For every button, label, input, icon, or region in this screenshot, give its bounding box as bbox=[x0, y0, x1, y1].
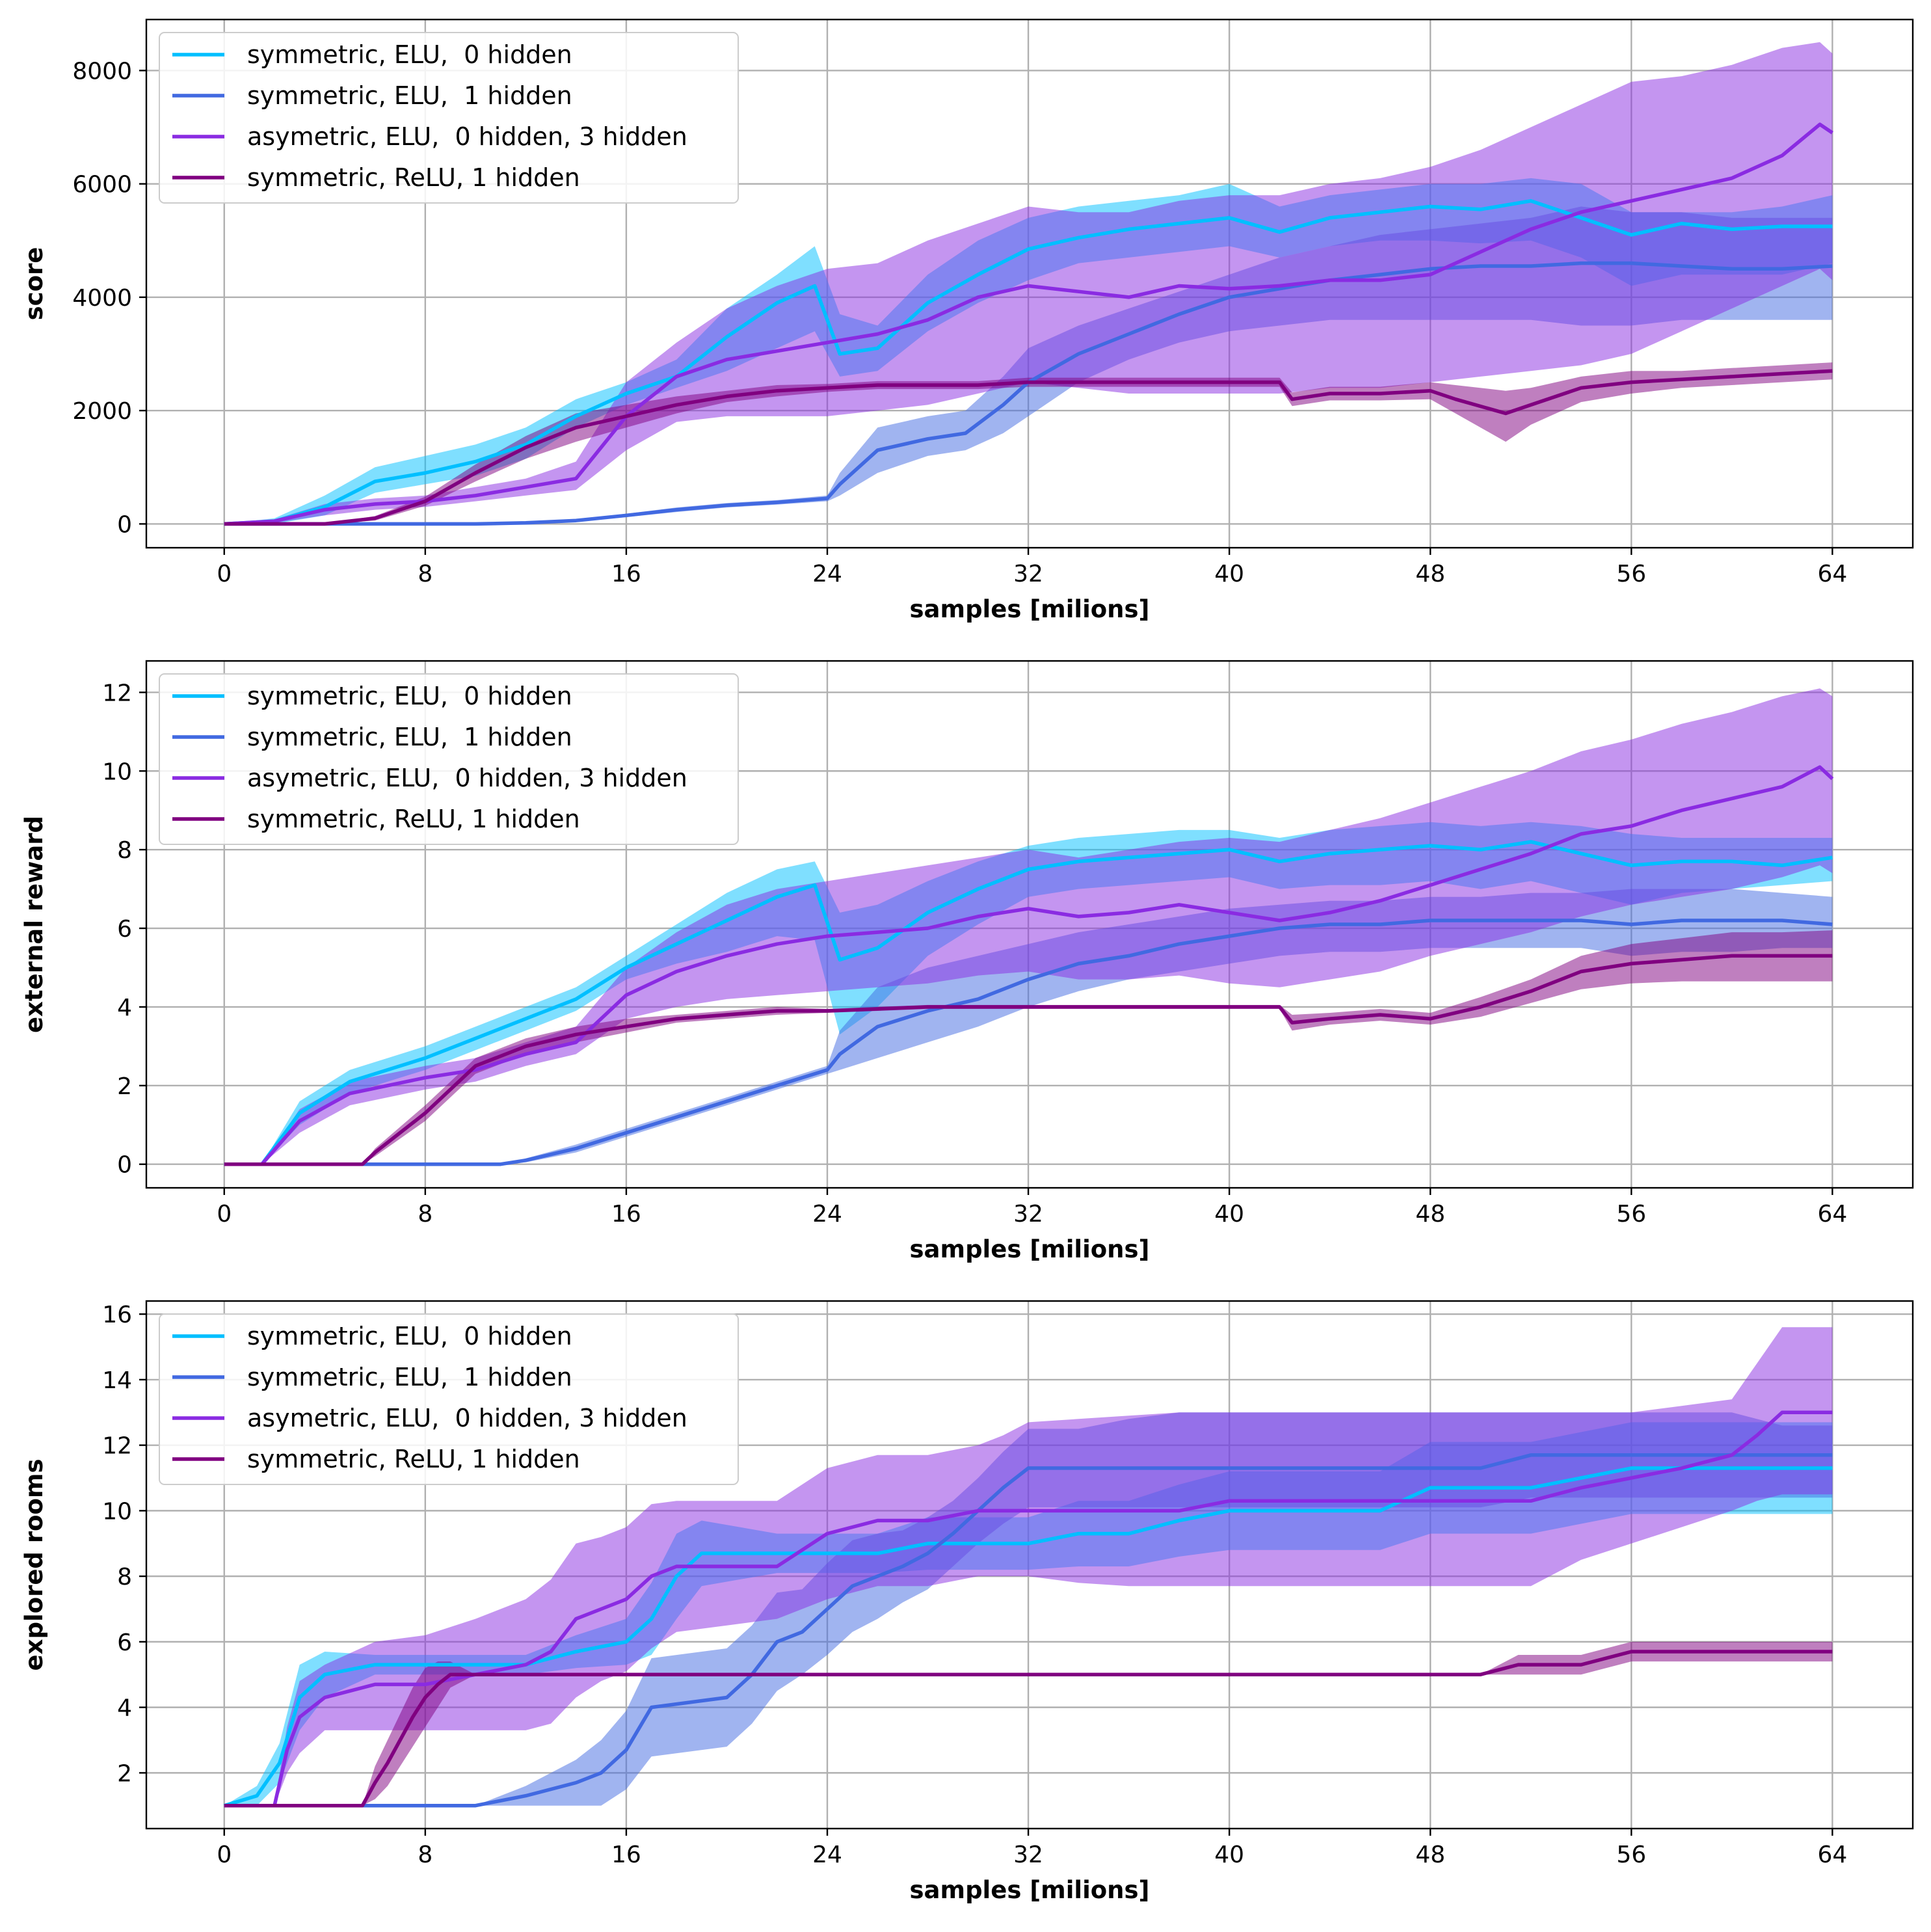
x-tick-label: 8 bbox=[418, 1842, 433, 1868]
series-line-4 bbox=[224, 1650, 1833, 1808]
x-tick-label: 0 bbox=[217, 1201, 232, 1228]
legend-entry-label: asymetric, ELU, 0 hidden, 3 hidden bbox=[247, 764, 687, 792]
x-tick-label: 40 bbox=[1214, 1201, 1244, 1228]
legend-entry-label: asymetric, ELU, 0 hidden, 3 hidden bbox=[247, 122, 687, 151]
series-line-1 bbox=[224, 840, 1833, 1166]
y-tick-label: 2 bbox=[117, 1073, 132, 1100]
y-axis-title: explored rooms bbox=[20, 1459, 48, 1671]
series-line-4 bbox=[224, 369, 1833, 526]
x-tick-label: 64 bbox=[1817, 561, 1847, 587]
x-tick-label: 48 bbox=[1415, 561, 1445, 587]
series-line-4 bbox=[224, 954, 1833, 1166]
legend-entry-label: symmetric, ELU, 0 hidden bbox=[247, 682, 572, 710]
x-tick-label: 16 bbox=[611, 1842, 641, 1868]
legend-box bbox=[159, 32, 739, 204]
legend-box bbox=[159, 1313, 739, 1485]
series-line-2 bbox=[224, 919, 1833, 1166]
y-tick-label: 2000 bbox=[72, 398, 132, 425]
series-band-4 bbox=[224, 930, 1833, 1164]
y-tick-label: 10 bbox=[102, 1498, 132, 1525]
legend-entry-label: symmetric, ELU, 1 hidden bbox=[247, 723, 572, 751]
y-tick-label: 4 bbox=[117, 995, 132, 1021]
x-tick-label: 48 bbox=[1415, 1842, 1445, 1868]
axes-frame bbox=[145, 18, 1914, 549]
x-axis-title: samples [milions] bbox=[910, 595, 1150, 623]
y-axis-title: score bbox=[20, 247, 48, 321]
y-tick-label: 12 bbox=[102, 680, 132, 706]
x-tick-label: 40 bbox=[1214, 1842, 1244, 1868]
y-tick-label: 16 bbox=[102, 1302, 132, 1328]
x-tick-label: 0 bbox=[217, 1842, 232, 1868]
series-line-2 bbox=[224, 1453, 1833, 1808]
legend-entry-label: symmetric, ReLU, 1 hidden bbox=[247, 805, 580, 833]
x-tick-label: 24 bbox=[812, 561, 842, 587]
legend: symmetric, ELU, 0 hidden symmetric, ELU, … bbox=[159, 1313, 739, 1485]
x-tick-label: 8 bbox=[418, 561, 433, 587]
x-tick-label: 24 bbox=[812, 1842, 842, 1868]
axes-frame bbox=[145, 1300, 1914, 1830]
series-line-1 bbox=[224, 1466, 1833, 1808]
y-tick-label: 6 bbox=[117, 1630, 132, 1656]
y-tick-label: 4000 bbox=[72, 285, 132, 312]
series-band-3 bbox=[224, 42, 1833, 524]
legend: symmetric, ELU, 0 hidden symmetric, ELU, … bbox=[159, 32, 739, 204]
y-tick-label: 8 bbox=[117, 1564, 132, 1590]
x-tick-label: 56 bbox=[1616, 1842, 1646, 1868]
x-tick-label: 56 bbox=[1616, 1201, 1646, 1228]
x-tick-label: 48 bbox=[1415, 1201, 1445, 1228]
legend-entry-label: symmetric, ELU, 1 hidden bbox=[247, 81, 572, 110]
x-tick-label: 0 bbox=[217, 561, 232, 587]
x-tick-label: 56 bbox=[1616, 561, 1646, 587]
legend-entry-label: asymetric, ELU, 0 hidden, 3 hidden bbox=[247, 1404, 687, 1432]
plot-area bbox=[224, 1327, 1833, 1808]
plot-area bbox=[224, 688, 1834, 1166]
series-line-3 bbox=[224, 122, 1833, 526]
y-tick-label: 2 bbox=[117, 1760, 132, 1787]
y-tick-label: 14 bbox=[102, 1367, 132, 1394]
axes-frame bbox=[145, 660, 1914, 1189]
x-tick-label: 32 bbox=[1013, 1842, 1043, 1868]
x-tick-label: 16 bbox=[611, 561, 641, 587]
legend: symmetric, ELU, 0 hidden symmetric, ELU, … bbox=[159, 673, 739, 845]
x-axis-title: samples [milions] bbox=[910, 1876, 1150, 1904]
chart-panel-1: 0 8 16 24 32 40 48 56 64 0 2000 4000 6000 8000 samples… bbox=[20, 18, 1914, 623]
y-tick-label: 8000 bbox=[72, 58, 132, 85]
x-tick-label: 64 bbox=[1817, 1201, 1847, 1228]
y-tick-label: 0 bbox=[117, 511, 132, 538]
y-tick-label: 8 bbox=[117, 837, 132, 864]
x-tick-label: 24 bbox=[812, 1201, 842, 1228]
y-tick-label: 6000 bbox=[72, 172, 132, 198]
y-tick-label: 0 bbox=[117, 1152, 132, 1179]
y-tick-label: 12 bbox=[102, 1433, 132, 1460]
legend-entry-label: symmetric, ELU, 1 hidden bbox=[247, 1363, 572, 1391]
series-band-3 bbox=[224, 1327, 1833, 1806]
legend-entry-label: symmetric, ReLU, 1 hidden bbox=[247, 1445, 580, 1473]
x-tick-label: 64 bbox=[1817, 1842, 1847, 1868]
x-tick-label: 32 bbox=[1013, 561, 1043, 587]
legend-entry-label: symmetric, ELU, 0 hidden bbox=[247, 40, 572, 69]
plot-area bbox=[224, 42, 1833, 526]
y-axis-title: external reward bbox=[20, 816, 48, 1033]
y-tick-label: 4 bbox=[117, 1695, 132, 1722]
x-tick-label: 16 bbox=[611, 1201, 641, 1228]
x-tick-label: 40 bbox=[1214, 561, 1244, 587]
x-tick-label: 32 bbox=[1013, 1201, 1043, 1228]
series-line-3 bbox=[224, 1410, 1833, 1808]
x-tick-label: 8 bbox=[418, 1201, 433, 1228]
series-line-1 bbox=[224, 199, 1833, 526]
legend-entry-label: symmetric, ReLU, 1 hidden bbox=[247, 163, 580, 192]
x-axis-title: samples [milions] bbox=[910, 1235, 1150, 1263]
legend-entry-label: symmetric, ELU, 0 hidden bbox=[247, 1322, 572, 1350]
series-band-4 bbox=[224, 1641, 1833, 1806]
y-tick-label: 10 bbox=[102, 758, 132, 785]
series-line-3 bbox=[224, 765, 1834, 1166]
series-band-3 bbox=[224, 688, 1833, 1164]
y-tick-label: 6 bbox=[117, 916, 132, 943]
legend-box bbox=[159, 673, 739, 845]
